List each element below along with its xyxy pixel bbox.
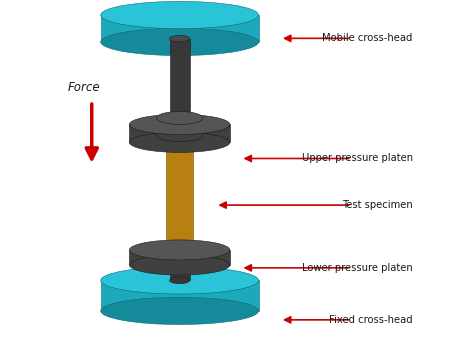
Ellipse shape bbox=[129, 114, 230, 134]
Text: Fixed cross-head: Fixed cross-head bbox=[329, 315, 413, 325]
Ellipse shape bbox=[170, 36, 190, 42]
Ellipse shape bbox=[101, 28, 258, 55]
Ellipse shape bbox=[170, 120, 190, 126]
Polygon shape bbox=[170, 142, 190, 250]
Ellipse shape bbox=[129, 255, 230, 275]
Ellipse shape bbox=[170, 247, 190, 253]
Polygon shape bbox=[170, 39, 190, 123]
Polygon shape bbox=[101, 280, 258, 311]
Polygon shape bbox=[156, 118, 203, 135]
Ellipse shape bbox=[156, 112, 203, 125]
Ellipse shape bbox=[170, 139, 190, 145]
Ellipse shape bbox=[101, 267, 258, 294]
Ellipse shape bbox=[156, 129, 203, 141]
Polygon shape bbox=[101, 15, 258, 42]
Polygon shape bbox=[129, 250, 230, 265]
Text: Force: Force bbox=[67, 81, 100, 94]
Polygon shape bbox=[166, 146, 193, 246]
Ellipse shape bbox=[129, 132, 230, 152]
Polygon shape bbox=[129, 125, 230, 142]
Ellipse shape bbox=[170, 277, 190, 284]
Ellipse shape bbox=[166, 141, 193, 150]
Ellipse shape bbox=[170, 262, 190, 268]
Ellipse shape bbox=[101, 297, 258, 324]
Ellipse shape bbox=[101, 1, 258, 29]
Ellipse shape bbox=[166, 242, 193, 251]
Text: Lower pressure platen: Lower pressure platen bbox=[302, 263, 413, 273]
Text: Test specimen: Test specimen bbox=[342, 200, 413, 210]
Ellipse shape bbox=[129, 240, 230, 260]
Text: Mobile cross-head: Mobile cross-head bbox=[322, 33, 413, 43]
Text: Upper pressure platen: Upper pressure platen bbox=[301, 153, 413, 163]
Polygon shape bbox=[170, 265, 190, 280]
